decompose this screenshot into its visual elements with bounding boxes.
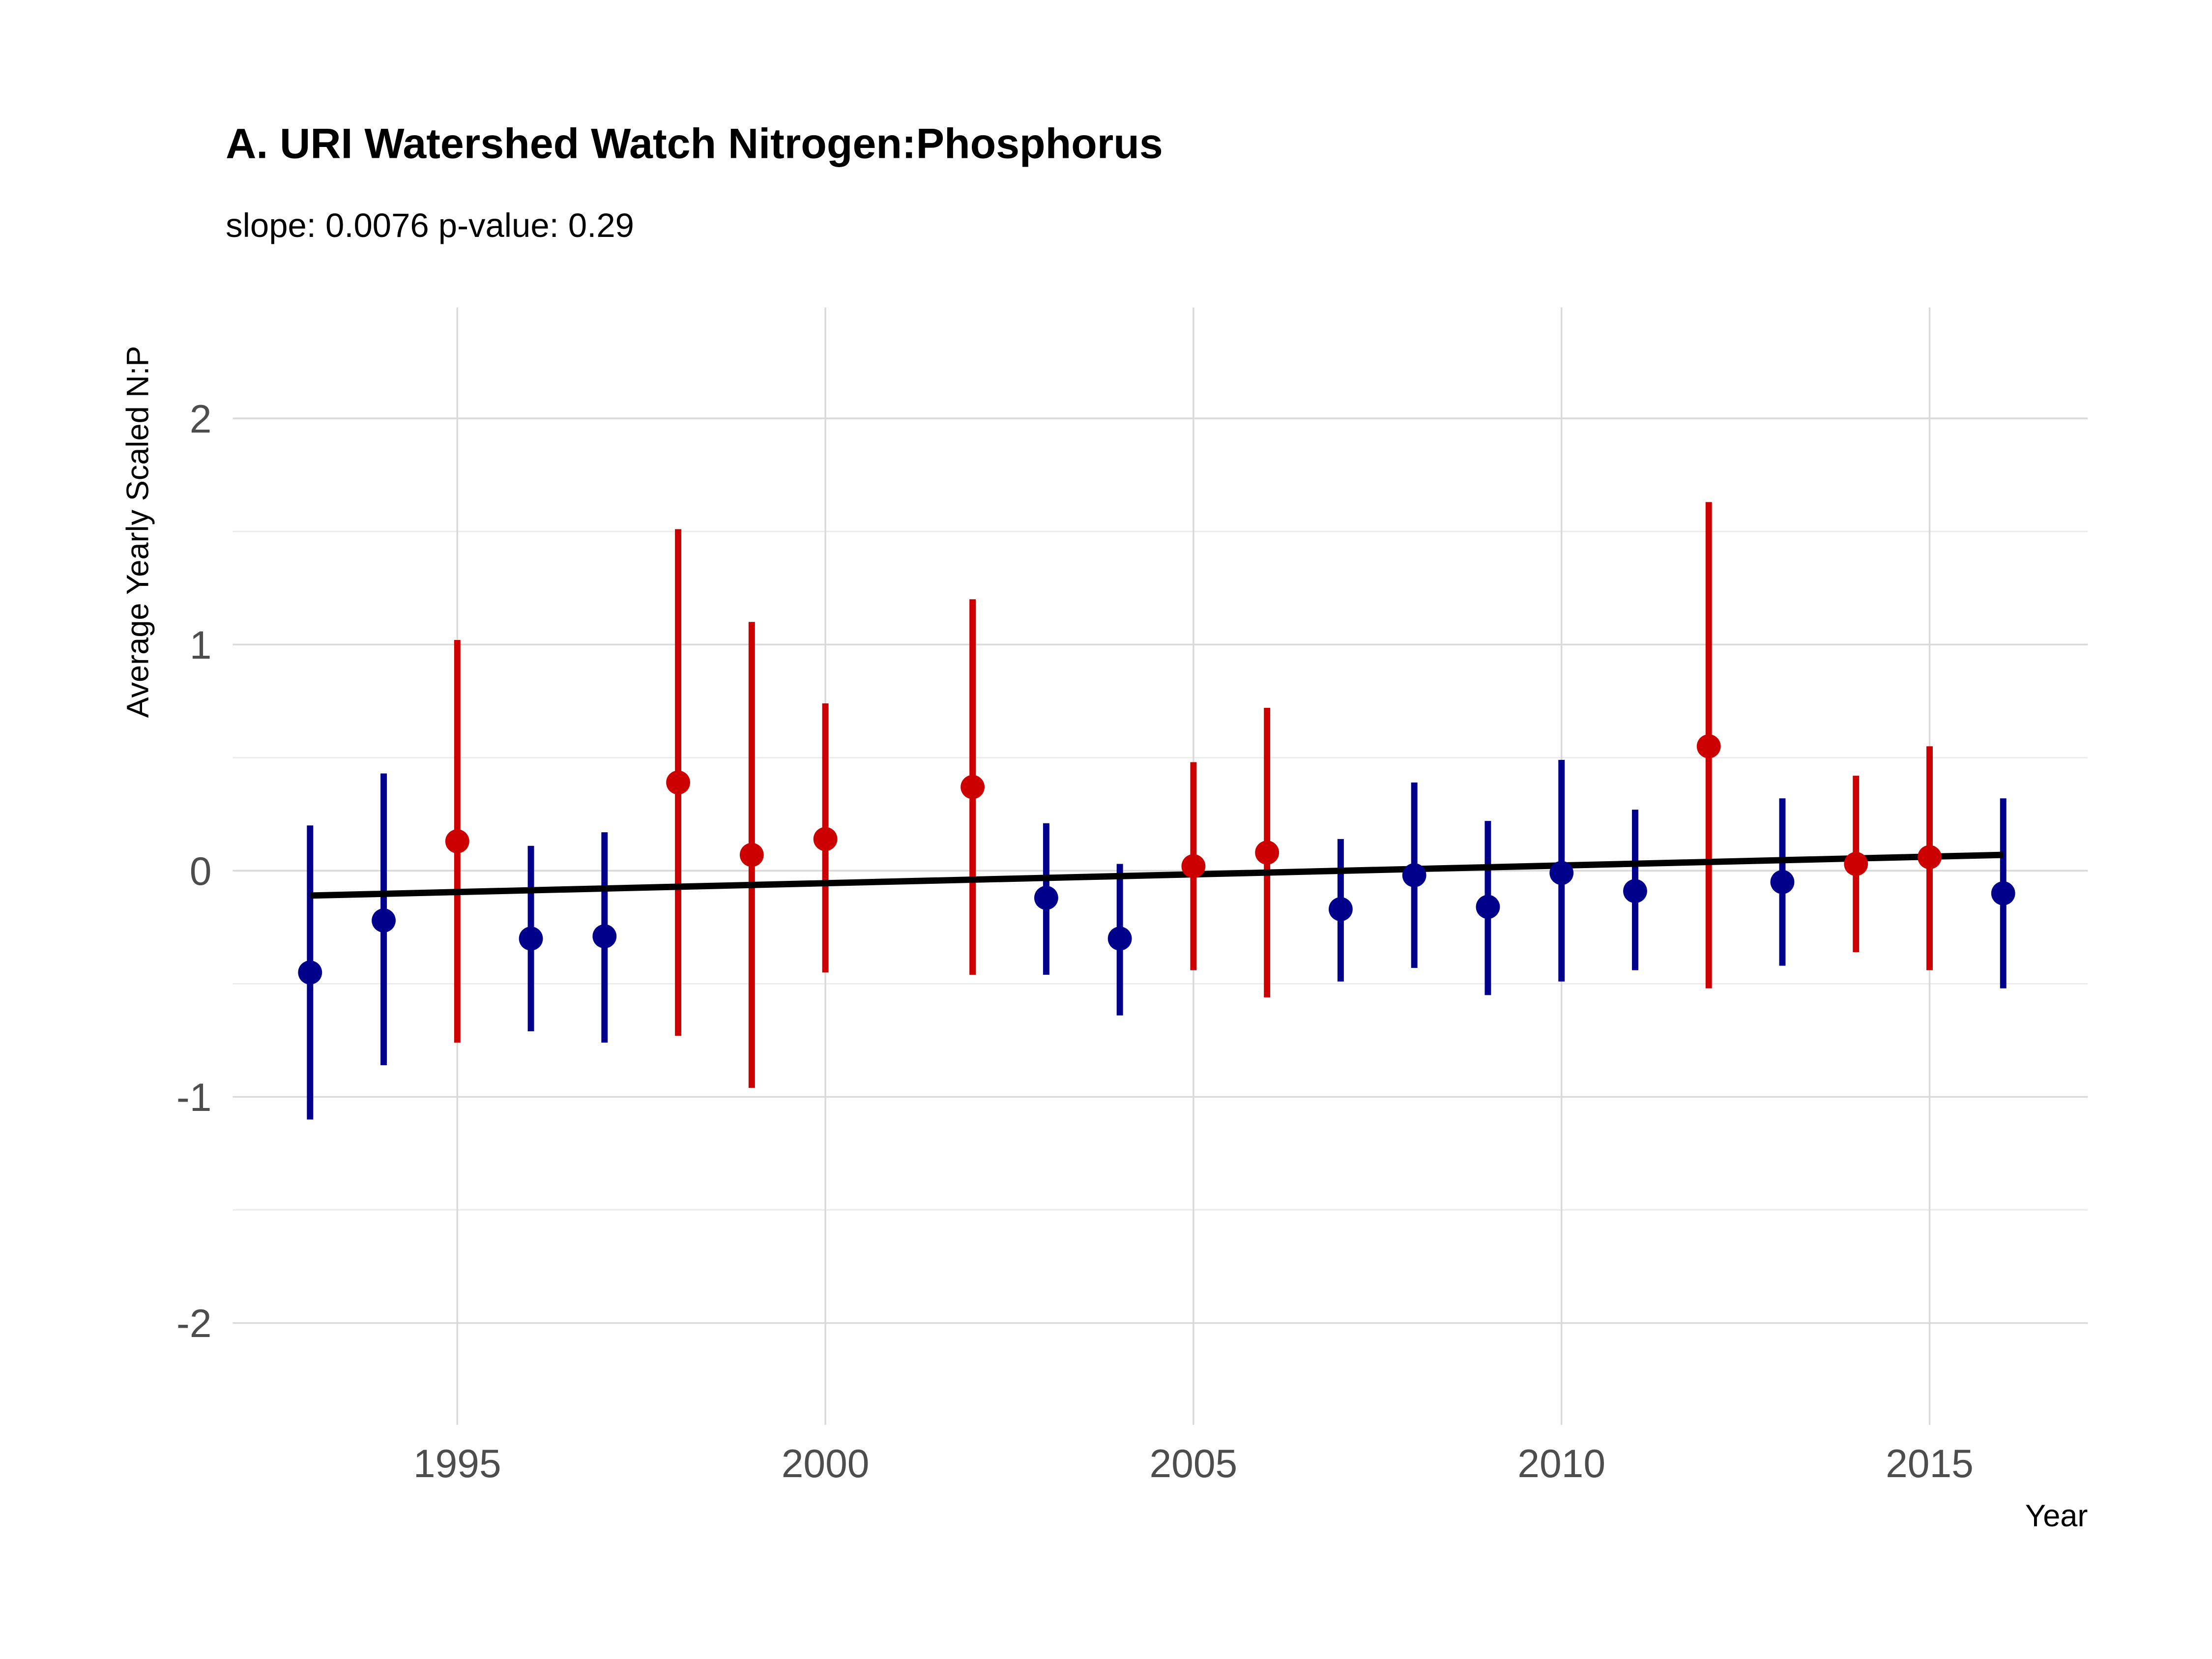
y-tick-label: 2 [190, 397, 212, 441]
x-tick-label: 2005 [1150, 1442, 1238, 1486]
x-tick-label: 2010 [1517, 1442, 1605, 1486]
x-axis-label: Year [2025, 1499, 2088, 1533]
point [1844, 852, 1868, 876]
point [1918, 845, 1942, 870]
point [1329, 897, 1353, 921]
y-tick-label: 1 [190, 623, 212, 668]
point [1696, 734, 1721, 758]
point [298, 960, 322, 985]
point [739, 843, 764, 867]
y-tick-label: -1 [176, 1076, 211, 1120]
chart-title: A. URI Watershed Watch Nitrogen:Phosphor… [226, 120, 1163, 167]
x-tick-label: 1995 [413, 1442, 501, 1486]
y-tick-label: 0 [190, 849, 212, 894]
x-tick-label: 2015 [1886, 1442, 1974, 1486]
point [960, 775, 985, 799]
point [1991, 881, 2015, 905]
point [592, 924, 617, 949]
point [1107, 926, 1132, 951]
trend-line [310, 851, 2004, 899]
point [1034, 886, 1058, 910]
y-axis-label: Average Yearly Scaled N:P [120, 346, 155, 718]
x-tick-label: 2000 [782, 1442, 870, 1486]
point [1623, 879, 1647, 903]
point [1181, 854, 1206, 878]
point [1770, 870, 1795, 894]
point [1255, 841, 1280, 865]
point [666, 770, 690, 795]
point [1476, 895, 1500, 919]
point [372, 908, 396, 932]
y-tick-label: -2 [176, 1302, 211, 1346]
point [519, 926, 543, 951]
chart-subtitle: slope: 0.0076 p-value: 0.29 [226, 206, 634, 244]
point [445, 829, 469, 853]
point [813, 827, 838, 851]
point [1549, 861, 1574, 885]
point [1402, 863, 1426, 887]
